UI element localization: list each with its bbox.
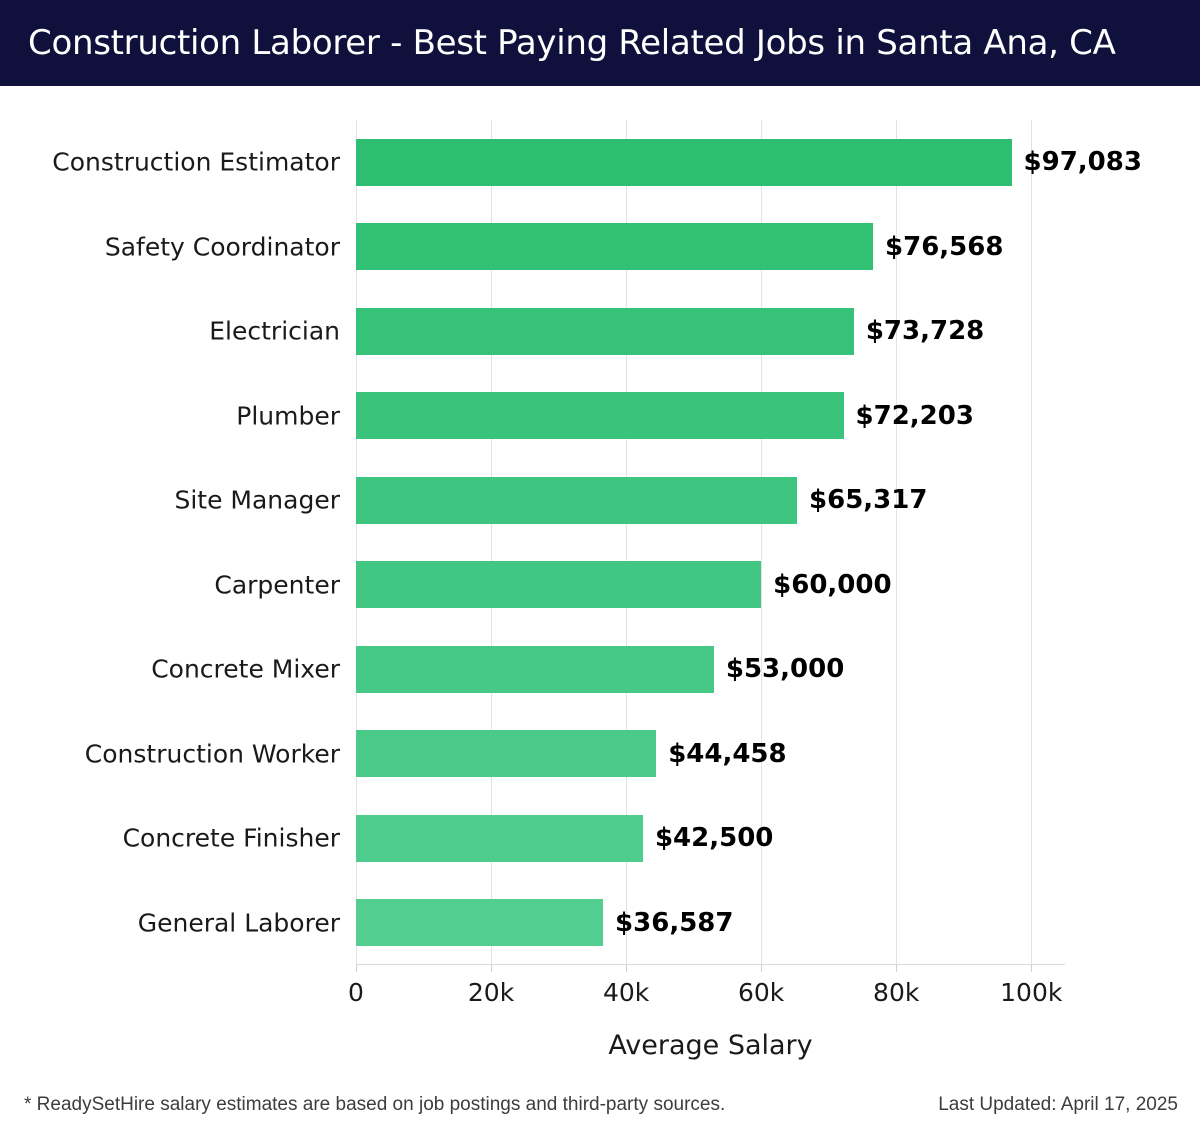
bar-value-label: $42,500: [654, 823, 774, 854]
y-axis-category-label: General Laborer: [137, 908, 340, 938]
x-tick-mark: [761, 965, 763, 972]
bar[interactable]: [356, 730, 657, 778]
y-axis-label-wrap: Concrete Finisher: [0, 815, 341, 862]
y-axis-category-label: Electrician: [209, 316, 340, 346]
bar-row: Concrete Finisher $42,500: [123, 814, 1065, 862]
x-tick-label: 40k: [602, 978, 650, 1007]
page-title: Construction Laborer - Best Paying Relat…: [28, 23, 1116, 63]
bar-chart: Construction Estimator $97,083 Safety Coor…: [0, 86, 1200, 1086]
gridline: [491, 120, 493, 965]
y-axis-category-label: Construction Worker: [84, 739, 340, 769]
bar-value-label: $65,317: [809, 485, 928, 516]
bar-row: General Laborer $36,587: [138, 899, 1065, 947]
y-axis-category-label: Concrete Finisher: [122, 823, 340, 853]
x-tick-mark: [896, 965, 898, 972]
gridline: [761, 120, 763, 965]
bar-row: Construction Estimator $97,083: [52, 138, 1142, 186]
footer-disclaimer: * ReadySetHire salary estimates are base…: [24, 1094, 726, 1115]
gridline: [896, 120, 898, 965]
y-axis-label-wrap: Plumber: [0, 392, 341, 439]
y-axis-label-wrap: General Laborer: [0, 899, 341, 946]
x-tick-mark: [626, 965, 628, 972]
bar[interactable]: [356, 899, 604, 947]
y-axis-label-wrap: Construction Estimator: [0, 139, 341, 186]
bar-value-label: $72,203: [855, 400, 974, 431]
y-axis-category-label: Safety Coordinator: [104, 232, 340, 262]
bar[interactable]: [356, 561, 762, 609]
bar-row: Site Manager $65,317: [174, 476, 1065, 524]
x-tick-mark: [356, 965, 357, 972]
gridline: [1031, 120, 1033, 965]
bar-value-label: $44,458: [668, 738, 787, 769]
bar[interactable]: [356, 223, 874, 271]
y-axis-label-wrap: Carpenter: [0, 561, 341, 608]
x-tick-label: 20k: [467, 978, 515, 1007]
bar-value-label: $53,000: [725, 654, 845, 685]
bar-value-label: $97,083: [1023, 147, 1142, 178]
x-tick-mark: [491, 965, 493, 972]
bar-row: Plumber $72,203: [236, 392, 1065, 440]
chart-footer: * ReadySetHire salary estimates are base…: [0, 1094, 1200, 1140]
x-tick-label: 60k: [737, 978, 785, 1007]
bar[interactable]: [356, 476, 798, 524]
x-tick-label: 0: [348, 978, 364, 1007]
bar-value-label: $36,587: [615, 907, 734, 938]
y-axis-label-wrap: Safety Coordinator: [0, 223, 341, 270]
x-axis-line: [356, 964, 1065, 965]
bar-value-label: $76,568: [885, 231, 1004, 262]
y-axis-label-wrap: Electrician: [0, 308, 341, 355]
bar[interactable]: [356, 138, 1012, 186]
bar[interactable]: [356, 392, 844, 440]
chart-header-banner: Construction Laborer - Best Paying Relat…: [0, 0, 1200, 86]
bar[interactable]: [356, 307, 854, 355]
bar-row: Electrician $73,728: [209, 307, 1065, 355]
y-axis-category-label: Site Manager: [174, 485, 340, 515]
gridline: [356, 120, 357, 965]
plot-area: Construction Estimator $97,083 Safety Coor…: [52, 120, 1142, 1007]
bar-value-label: $60,000: [773, 569, 892, 600]
y-axis-label-wrap: Concrete Mixer: [0, 646, 341, 693]
bar-row: Construction Worker $44,458: [85, 730, 1065, 778]
bar-row: Carpenter $60,000: [214, 561, 1065, 609]
bar[interactable]: [356, 814, 643, 862]
x-tick-mark: [1031, 965, 1033, 972]
y-axis-category-label: Concrete Mixer: [151, 654, 340, 684]
gridline: [626, 120, 628, 965]
y-axis-category-label: Construction Estimator: [52, 147, 340, 177]
bar-row: Safety Coordinator $76,568: [105, 223, 1065, 271]
y-axis-category-label: Plumber: [236, 401, 340, 431]
y-axis-label-wrap: Site Manager: [0, 477, 341, 524]
bar[interactable]: [356, 645, 714, 693]
bar-value-label: $73,728: [865, 316, 985, 347]
x-tick-label: 80k: [873, 978, 920, 1007]
footer-last-updated: Last Updated: April 17, 2025: [938, 1094, 1178, 1115]
y-axis-label-wrap: Construction Worker: [0, 730, 341, 777]
bar-row: Concrete Mixer $53,000: [151, 645, 1065, 693]
x-tick-label: 100k: [1000, 978, 1063, 1007]
y-axis-category-label: Carpenter: [214, 570, 340, 600]
x-axis-title: Average Salary: [608, 1030, 813, 1061]
